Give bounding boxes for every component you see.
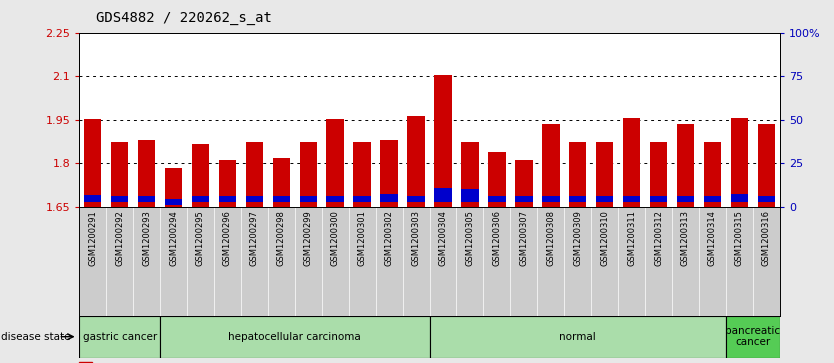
Text: GDS4882 / 220262_s_at: GDS4882 / 220262_s_at bbox=[96, 11, 272, 25]
Text: GSM1200302: GSM1200302 bbox=[384, 210, 394, 266]
Bar bbox=[488, 196, 505, 202]
Bar bbox=[299, 142, 317, 207]
Text: GSM1200316: GSM1200316 bbox=[761, 210, 771, 266]
Bar bbox=[461, 189, 479, 202]
Text: GSM1200311: GSM1200311 bbox=[627, 210, 636, 266]
Text: GSM1200315: GSM1200315 bbox=[735, 210, 744, 266]
Bar bbox=[623, 118, 641, 207]
Bar bbox=[704, 196, 721, 202]
Bar bbox=[79, 362, 92, 363]
Text: GSM1200296: GSM1200296 bbox=[223, 210, 232, 266]
Text: GSM1200292: GSM1200292 bbox=[115, 210, 124, 266]
Bar bbox=[245, 142, 264, 207]
Bar bbox=[435, 76, 452, 207]
Text: gastric cancer: gastric cancer bbox=[83, 332, 157, 342]
Bar bbox=[219, 196, 236, 202]
Bar bbox=[299, 196, 317, 202]
Bar bbox=[430, 316, 726, 358]
Bar bbox=[219, 160, 236, 207]
Bar bbox=[192, 144, 209, 207]
Bar bbox=[595, 196, 614, 202]
Bar bbox=[165, 168, 183, 207]
Text: GSM1200305: GSM1200305 bbox=[465, 210, 475, 266]
Bar bbox=[515, 160, 533, 207]
Bar bbox=[84, 119, 102, 207]
Bar bbox=[165, 199, 183, 205]
Text: GSM1200299: GSM1200299 bbox=[304, 210, 313, 266]
Text: GSM1200307: GSM1200307 bbox=[520, 210, 528, 266]
Text: GSM1200300: GSM1200300 bbox=[331, 210, 339, 266]
Bar bbox=[354, 142, 371, 207]
Bar bbox=[138, 196, 155, 202]
Text: GSM1200295: GSM1200295 bbox=[196, 210, 205, 266]
Bar bbox=[757, 124, 775, 207]
Text: GSM1200304: GSM1200304 bbox=[439, 210, 448, 266]
Bar bbox=[111, 142, 128, 207]
Text: GSM1200308: GSM1200308 bbox=[546, 210, 555, 266]
Text: GSM1200312: GSM1200312 bbox=[654, 210, 663, 266]
Bar bbox=[515, 196, 533, 202]
Text: GSM1200294: GSM1200294 bbox=[169, 210, 178, 266]
Text: GSM1200291: GSM1200291 bbox=[88, 210, 98, 266]
Text: GSM1200310: GSM1200310 bbox=[600, 210, 609, 266]
Text: GSM1200313: GSM1200313 bbox=[681, 210, 690, 266]
Bar bbox=[407, 196, 425, 202]
Text: normal: normal bbox=[560, 332, 596, 342]
Text: GSM1200298: GSM1200298 bbox=[277, 210, 286, 266]
Text: disease state: disease state bbox=[1, 332, 70, 342]
Bar bbox=[354, 196, 371, 202]
Bar bbox=[731, 194, 748, 202]
Bar bbox=[461, 142, 479, 207]
Bar bbox=[757, 196, 775, 202]
Text: GSM1200297: GSM1200297 bbox=[250, 210, 259, 266]
Bar bbox=[245, 196, 264, 202]
Bar bbox=[650, 142, 667, 207]
Bar bbox=[111, 196, 128, 202]
Text: GSM1200293: GSM1200293 bbox=[142, 210, 151, 266]
Bar bbox=[326, 119, 344, 207]
Bar bbox=[542, 124, 560, 207]
Bar bbox=[407, 116, 425, 207]
Text: GSM1200306: GSM1200306 bbox=[492, 210, 501, 266]
Bar bbox=[326, 196, 344, 202]
Bar bbox=[488, 152, 505, 207]
Text: GSM1200309: GSM1200309 bbox=[573, 210, 582, 266]
Bar bbox=[138, 140, 155, 207]
Bar bbox=[380, 140, 398, 207]
Bar bbox=[273, 196, 290, 202]
Text: GSM1200301: GSM1200301 bbox=[358, 210, 367, 266]
Bar bbox=[704, 142, 721, 207]
Text: pancreatic
cancer: pancreatic cancer bbox=[726, 326, 781, 347]
Bar bbox=[273, 158, 290, 207]
Bar bbox=[731, 118, 748, 207]
Bar bbox=[595, 142, 614, 207]
Text: GSM1200303: GSM1200303 bbox=[411, 210, 420, 266]
Bar bbox=[676, 124, 694, 207]
Bar bbox=[84, 195, 102, 202]
Text: hepatocellular carcinoma: hepatocellular carcinoma bbox=[229, 332, 361, 342]
Text: GSM1200314: GSM1200314 bbox=[708, 210, 717, 266]
Bar bbox=[192, 196, 209, 202]
Bar bbox=[79, 316, 160, 358]
Bar bbox=[380, 194, 398, 202]
Bar bbox=[435, 188, 452, 202]
Bar bbox=[650, 196, 667, 202]
Bar bbox=[160, 316, 430, 358]
Bar bbox=[569, 142, 586, 207]
Bar bbox=[542, 196, 560, 202]
Bar bbox=[623, 196, 641, 202]
Bar bbox=[569, 196, 586, 202]
Bar bbox=[676, 196, 694, 202]
Bar bbox=[726, 316, 780, 358]
